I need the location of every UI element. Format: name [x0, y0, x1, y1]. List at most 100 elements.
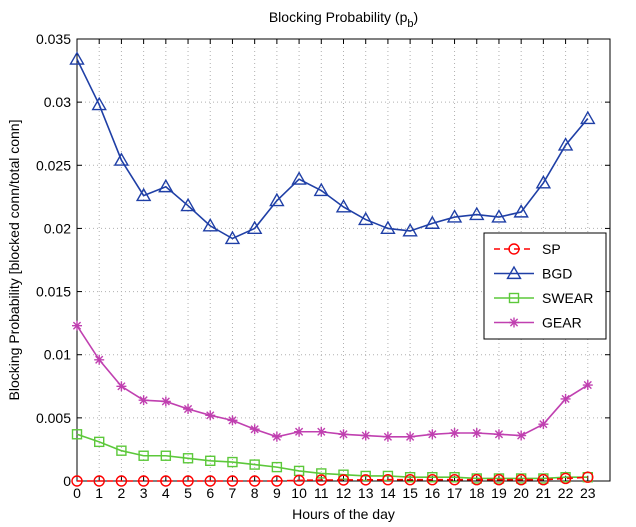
data-point-gear: [271, 431, 282, 442]
data-point-bgd: [446, 209, 463, 223]
data-point-sp: [471, 474, 483, 486]
series-line-sp: [77, 476, 588, 482]
data-point-bgd: [580, 110, 596, 125]
data-point-swear: [182, 453, 194, 464]
x-tick-label: 23: [580, 485, 596, 501]
data-point-bgd: [158, 178, 174, 193]
data-point-sp: [426, 474, 439, 486]
data-point-bgd: [513, 204, 529, 218]
data-point-gear: [382, 431, 393, 442]
data-point-gear: [338, 429, 349, 440]
data-point-gear: [227, 415, 238, 426]
data-point-gear: [94, 354, 105, 365]
data-point-sp: [448, 474, 461, 486]
x-tick-label: 16: [425, 485, 441, 501]
legend-marker: [508, 243, 520, 255]
data-point-gear: [205, 410, 216, 421]
data-point-sp: [337, 474, 350, 486]
data-point-swear: [94, 436, 105, 448]
x-tick-label: 7: [229, 485, 237, 501]
data-point-gear: [160, 396, 171, 407]
data-point-sp: [493, 474, 505, 486]
x-tick-label: 11: [314, 485, 329, 501]
series-gear: [72, 320, 593, 442]
data-point-gear: [294, 426, 305, 437]
series-line-bgd: [76, 58, 589, 240]
x-tick-label: 2: [118, 485, 126, 501]
data-point-sp: [248, 475, 261, 487]
legend: SP BGD SWEAR GEAR: [483, 232, 607, 340]
data-point-gear: [449, 428, 460, 439]
y-tick-label: 0.015: [36, 284, 71, 300]
series-bgd: [69, 51, 596, 245]
data-point-bgd: [291, 171, 307, 185]
x-tick-label: 3: [140, 485, 148, 501]
data-point-swear: [338, 469, 349, 480]
x-tick-label: 18: [469, 485, 485, 501]
data-point-swear: [138, 450, 149, 461]
x-tick-label: 15: [402, 485, 418, 501]
data-point-bgd: [424, 215, 441, 229]
data-point-swear: [71, 429, 83, 440]
x-tick-label: 12: [336, 485, 352, 501]
data-point-sp: [404, 474, 416, 486]
legend-label: SWEAR: [542, 290, 593, 306]
data-point-sp: [515, 474, 527, 486]
data-point-bgd: [535, 175, 552, 189]
chart-title-suffix: ): [413, 9, 418, 25]
y-axis-label: Blocking Probability [blocked conn/total…: [6, 120, 22, 401]
x-tick-label: 19: [491, 485, 507, 501]
x-tick-label: 8: [251, 485, 259, 501]
data-point-sp: [293, 474, 305, 487]
data-point-swear: [160, 450, 172, 461]
data-point-bgd: [469, 206, 485, 221]
y-tick-label: 0.01: [44, 347, 71, 363]
data-point-bgd: [402, 223, 418, 237]
data-point-swear: [271, 461, 283, 473]
data-point-gear: [538, 419, 549, 430]
data-point-gear: [471, 428, 482, 439]
data-point-sp: [182, 475, 194, 487]
series: [69, 51, 596, 487]
data-point-gear: [72, 320, 82, 331]
data-point-swear: [360, 470, 371, 482]
x-tick-label: 22: [558, 485, 574, 501]
data-point-swear: [249, 459, 260, 470]
x-tick-label: 13: [358, 485, 374, 501]
data-point-sp: [271, 475, 283, 487]
x-tick-label: 1: [95, 485, 103, 501]
data-point-sp: [315, 474, 327, 486]
legend-label: SP: [542, 241, 561, 257]
data-point-swear: [227, 456, 238, 468]
data-point-sp: [582, 471, 594, 483]
x-tick-label: 17: [447, 485, 463, 501]
data-point-sp: [93, 475, 105, 487]
legend-item-swear: SWEAR: [494, 290, 593, 306]
data-point-swear: [205, 455, 216, 466]
data-point-bgd: [135, 187, 152, 202]
legend-marker: [508, 292, 520, 304]
data-point-gear: [360, 430, 371, 441]
data-point-gear: [405, 431, 416, 442]
data-point-gear: [427, 429, 438, 440]
data-point-sp: [360, 474, 372, 486]
series-line-swear: [76, 433, 588, 480]
legend-item-sp: SP: [494, 241, 561, 257]
x-axis-label: Hours of the day: [292, 506, 395, 522]
data-point-sp: [160, 475, 172, 487]
chart-title-subscript: b: [407, 18, 413, 30]
data-point-gear: [138, 395, 149, 406]
legend-box: [483, 232, 607, 340]
x-tick-label: 0: [73, 485, 81, 501]
data-point-gear: [116, 381, 127, 392]
x-tick-label: 20: [513, 485, 529, 501]
x-tick-label: 21: [536, 485, 552, 501]
x-tick-label: 4: [162, 485, 170, 501]
data-point-sp: [137, 475, 150, 487]
data-point-gear: [516, 430, 527, 441]
data-point-bgd: [380, 220, 396, 235]
series-swear: [71, 429, 593, 484]
series-line-gear: [76, 325, 589, 438]
data-point-bgd: [335, 199, 352, 213]
